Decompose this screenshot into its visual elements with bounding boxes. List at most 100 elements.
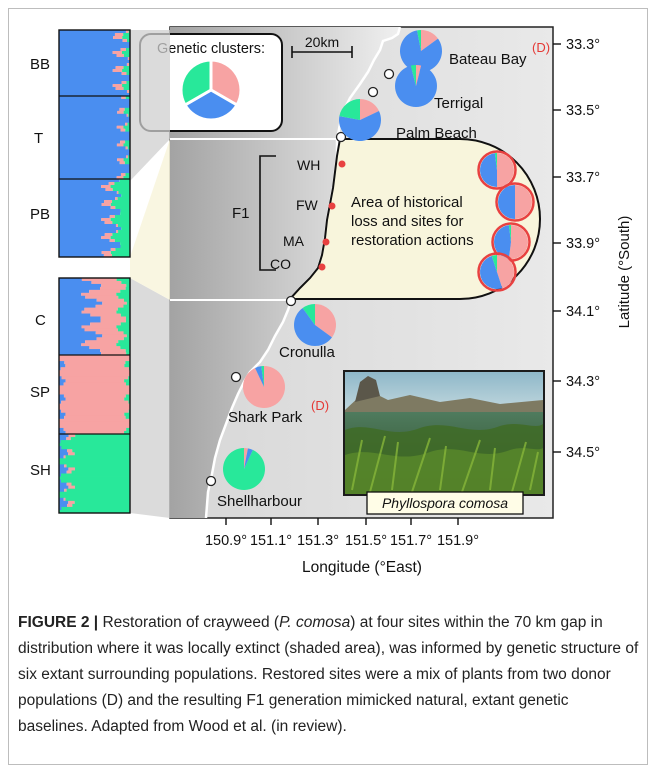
structure-bar-bb-22-c2 [59,93,130,97]
pie-f1-1 [477,150,517,190]
f1-label: F1 [232,205,250,222]
structure-bar-pb-9-c2 [59,203,102,207]
structure-bar-c-5-c1 [89,289,121,294]
pie-shark-park-slice-2 [255,366,264,387]
structure-bar-sp-3-c1 [64,361,126,365]
structure-bar-c-17-c3 [116,325,130,329]
pie-bateau-bay-slice-1 [421,30,438,51]
structure-bar-sp-24-c1 [59,424,130,429]
pie-shark-park-slice-1 [243,366,286,408]
structure-bar-pb-3-c2 [59,185,102,189]
pie-cronulla [293,304,336,347]
pie-f1-3-slice-1 [508,225,529,259]
structure-bar-sp-16-c2 [59,400,62,405]
structure-bar-pb-6-c2 [59,194,122,198]
structure-bar-pb-22-c3 [120,242,130,246]
structure-bar-t-1-c1 [121,96,126,100]
structure-bar-c-3-c1 [101,283,127,288]
structure-bar-sh-19-c3 [66,488,130,493]
pie-f1-1-slice-1 [497,153,514,187]
structure-bar-sp-4-c1 [65,364,125,368]
structure-bar-sh-3-c2 [59,440,61,444]
restoration-text-line-1: Area of historical [351,194,463,211]
structure-plot: BB T PB C SP SH [30,29,170,518]
structure-label-bb: BB [30,56,50,73]
structure-bar-c-17-c2 [59,325,82,329]
structure-bar-pb-2-c3 [114,182,130,186]
pie-shark-park [243,366,286,408]
structure-bar-pb-18-c2 [59,230,117,234]
structure-bar-t-28-c2 [59,176,117,180]
restoration-marker-co [318,263,326,271]
caption-text-part-1: Restoration of crayweed ( [98,614,280,631]
structure-bar-pb-8-c3 [112,200,130,204]
structure-bar-pb-5-c1 [116,191,119,195]
structure-bar-pb-18-c3 [118,230,130,234]
structure-bar-t-12-c1 [120,128,126,132]
structure-bar-bb-14-c3 [122,69,130,73]
structure-bar-c-20-c1 [102,334,127,338]
structure-bar-bb-21-c1 [126,90,130,94]
donor-tag-shark-park: (D) [311,398,329,413]
structure-bar-bb-7-c3 [125,48,130,52]
structure-bar-sp-1-c1 [59,355,130,359]
structure-bar-sh-23-c1 [68,500,75,505]
structure-bar-pb-5-c2 [59,191,117,195]
lat-tick-label-6: 34.3° [566,374,600,390]
structure-bar-pb-20-c3 [110,236,130,240]
structure-bar-sp-5-c2 [59,367,61,371]
latitude-axis: 33.3° 33.5° 33.7° 33.9° 34.1° 34.3° 34.5° Lati… [553,37,633,461]
structure-bar-t-23-c3 [124,161,130,165]
structure-bar-t-7-c3 [128,113,130,118]
structure-bar-c-19-c3 [123,331,130,335]
structure-bar-c-10-c1 [95,304,124,309]
structure-bar-c-1-c2 [59,278,82,282]
structure-bar-t-4-c2 [59,104,130,109]
structure-bar-c-12-c2 [59,310,82,314]
structure-bar-c-22-c2 [59,340,86,344]
donor-tag-bateau-bay: (D) [532,40,550,55]
structure-bar-c-20-c2 [59,334,103,338]
structure-bar-t-11-c2 [59,125,117,130]
structure-bar-sp-21-c3 [125,415,130,420]
structure-bar-t-27-c2 [59,173,121,177]
latitude-axis-title: Latitude (°South) [616,216,633,329]
structure-bar-t-23-c2 [59,161,120,165]
lon-tick-label-5: 151.7° [390,533,432,549]
pie-bateau-bay-slice-3 [417,30,421,51]
structure-bar-pb-6-c3 [121,194,130,198]
structure-bar-t-5-c2 [59,107,120,112]
restoration-site-label-ma: MA [283,233,305,249]
structure-bar-sh-21-c3 [59,494,130,499]
structure-bar-c-26-c1 [101,352,127,356]
structure-bar-pb-1-c2 [59,179,120,183]
structure-bar-c-17-c1 [81,325,117,329]
structure-bar-bb-2-c2 [59,33,115,37]
structure-bar-pb-20-c1 [101,236,111,240]
structure-bar-t-7-c2 [59,113,127,118]
structure-bar-pb-25-c3 [110,251,130,255]
restoration-text-line-2: loss and sites for [351,213,464,230]
structure-bar-sh-12-c3 [74,467,130,471]
structure-bar-bb-6-c2 [59,45,130,49]
structure-bar-sp-20-c1 [65,412,125,417]
structure-bar-pb-4-c1 [105,188,113,192]
structure-bar-sh-17-c3 [71,482,130,487]
f1-bracket [259,155,276,271]
structure-bar-sh-7-c3 [74,452,130,456]
longitude-axis: 150.9° 151.1° 151.3° 151.5° 151.7° 151.9° Lon… [205,518,479,576]
site-marker-terrigal [367,86,379,98]
structure-bar-sp-15-c1 [65,397,125,401]
structure-bar-pb-25-c1 [101,251,111,255]
structure-bar-pb-10-c3 [115,206,130,210]
structure-bar-bb-3-c1 [113,36,123,40]
structure-bar-pb-16-c3 [118,224,130,228]
pie-f1-4-ring [477,252,517,292]
structure-bar-sh-25-c3 [61,506,130,511]
structure-bar-c-12-c3 [116,310,130,314]
figure-graphic: 20km F1 WH FW MA CO Area of historical l… [30,26,633,576]
structure-bar-sp-4-c2 [59,364,66,368]
structure-bar-pb-8-c1 [104,200,113,204]
structure-bar-c-25-c1 [100,349,126,353]
pie-f1-4-slice-3 [491,255,497,272]
